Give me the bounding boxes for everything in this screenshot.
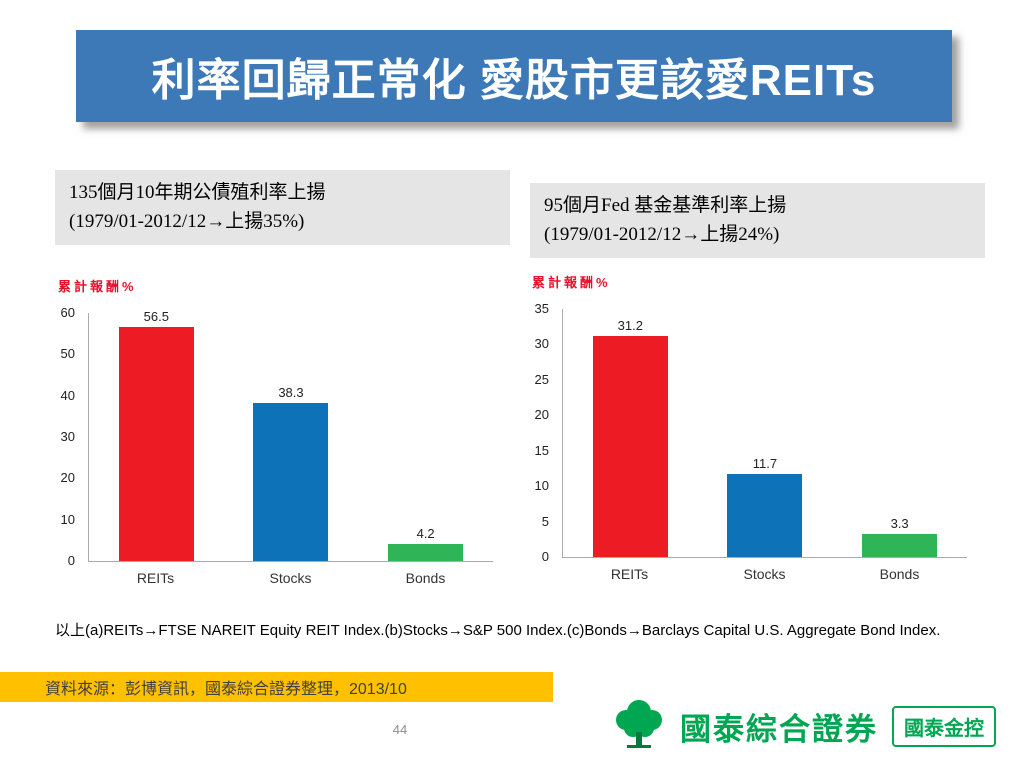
left-caption-line2: (1979/01-2012/12→上揚35%) xyxy=(69,211,305,233)
tree-icon xyxy=(612,698,666,755)
bar-value-label: 56.5 xyxy=(143,309,169,325)
bar-stocks xyxy=(727,474,803,557)
y-tick-label: 10 xyxy=(534,478,549,494)
bar-reits xyxy=(592,335,668,557)
y-tick-label: 35 xyxy=(534,301,549,316)
plot-area: 0 5 10 15 20 25 30 35 31.2 11.7 3.3 xyxy=(535,301,967,564)
bar-value-label: 38.3 xyxy=(278,384,304,400)
y-tick-label: 60 xyxy=(60,305,75,320)
x-category-label: Stocks xyxy=(743,566,786,582)
x-axis-labels: REITs Stocks Bonds xyxy=(88,570,493,586)
y-tick-label: 30 xyxy=(534,336,549,352)
brand-badge: 國泰金控 xyxy=(892,706,996,747)
source-text: 資料來源：彭博資訊，國泰綜合證券整理，2013/10 xyxy=(45,681,407,698)
bar-value-label: 4.2 xyxy=(416,525,435,541)
right-caption-line1: 95個月Fed 基金基準利率上揚 xyxy=(544,195,787,216)
left-bar-chart: 累計報酬% 0 10 20 30 40 50 60 56.5 38.3 4.2 REITs Sto… xyxy=(48,276,493,586)
y-tick-label: 30 xyxy=(60,429,75,444)
right-caption-line2: (1979/01-2012/12→上揚24%) xyxy=(544,224,780,246)
bar-column-stocks: 11.7 xyxy=(698,456,833,557)
slide-title-banner: 利率回歸正常化 愛股市更該愛REITs xyxy=(76,30,952,122)
bar-column-bonds: 4.2 xyxy=(358,526,493,561)
slide-title: 利率回歸正常化 愛股市更該愛REITs xyxy=(151,56,877,105)
bar-column-reits: 31.2 xyxy=(563,318,698,557)
y-tick-label: 0 xyxy=(541,549,549,564)
y-tick-label: 50 xyxy=(60,346,75,362)
y-tick-label: 20 xyxy=(534,407,549,423)
brand-name: 國泰綜合證券 xyxy=(680,712,878,747)
x-category-label: REITs xyxy=(136,570,175,586)
y-tick-label: 40 xyxy=(60,387,75,403)
y-axis-ticks: 0 5 10 15 20 25 30 35 xyxy=(521,301,557,564)
bar-value-label: 3.3 xyxy=(890,515,909,531)
left-chart-caption: 135個月10年期公債殖利率上揚 (1979/01-2012/12→上揚35%) xyxy=(55,170,510,245)
bar-value-label: 11.7 xyxy=(752,456,778,472)
plot-area: 0 10 20 30 40 50 60 56.5 38.3 4.2 xyxy=(61,305,493,568)
y-tick-label: 25 xyxy=(534,371,549,387)
source-bar: 資料來源：彭博資訊，國泰綜合證券整理，2013/10 xyxy=(0,672,553,702)
right-chart-caption: 95個月Fed 基金基準利率上揚 (1979/01-2012/12→上揚24%) xyxy=(530,183,985,258)
page-number: 44 xyxy=(392,722,408,737)
x-category-label: Stocks xyxy=(269,570,312,586)
bar-stocks xyxy=(253,402,329,561)
bar-column-reits: 56.5 xyxy=(89,309,224,561)
x-axis-labels: REITs Stocks Bonds xyxy=(562,566,967,582)
bar-value-label: 31.2 xyxy=(617,317,643,333)
left-caption-line1: 135個月10年期公債殖利率上揚 xyxy=(69,182,326,203)
y-tick-label: 10 xyxy=(60,511,75,527)
x-category-label: Bonds xyxy=(879,566,920,582)
bar-reits xyxy=(118,327,194,561)
footnote: 以上(a)REITs→FTSE NAREIT Equity REIT Index… xyxy=(55,622,941,639)
x-category-label: Bonds xyxy=(405,570,446,586)
x-category-label: REITs xyxy=(610,566,649,582)
y-tick-label: 15 xyxy=(534,442,549,458)
y-axis-ticks: 0 10 20 30 40 50 60 xyxy=(47,305,83,568)
y-axis-title: 累計報酬% xyxy=(58,279,137,294)
y-tick-label: 20 xyxy=(60,470,75,486)
bar-bonds xyxy=(388,543,464,561)
logo: 國泰綜合證券 國泰金控 xyxy=(612,698,996,755)
y-tick-label: 0 xyxy=(67,553,75,568)
right-bar-chart: 累計報酬% 0 5 10 15 20 25 30 35 31.2 11.7 3.3 REITs St… xyxy=(522,272,967,582)
y-tick-label: 5 xyxy=(541,513,549,529)
bar-bonds xyxy=(862,533,938,557)
bar-column-stocks: 38.3 xyxy=(224,385,359,561)
bar-column-bonds: 3.3 xyxy=(832,516,967,557)
y-axis-title: 累計報酬% xyxy=(532,275,611,290)
